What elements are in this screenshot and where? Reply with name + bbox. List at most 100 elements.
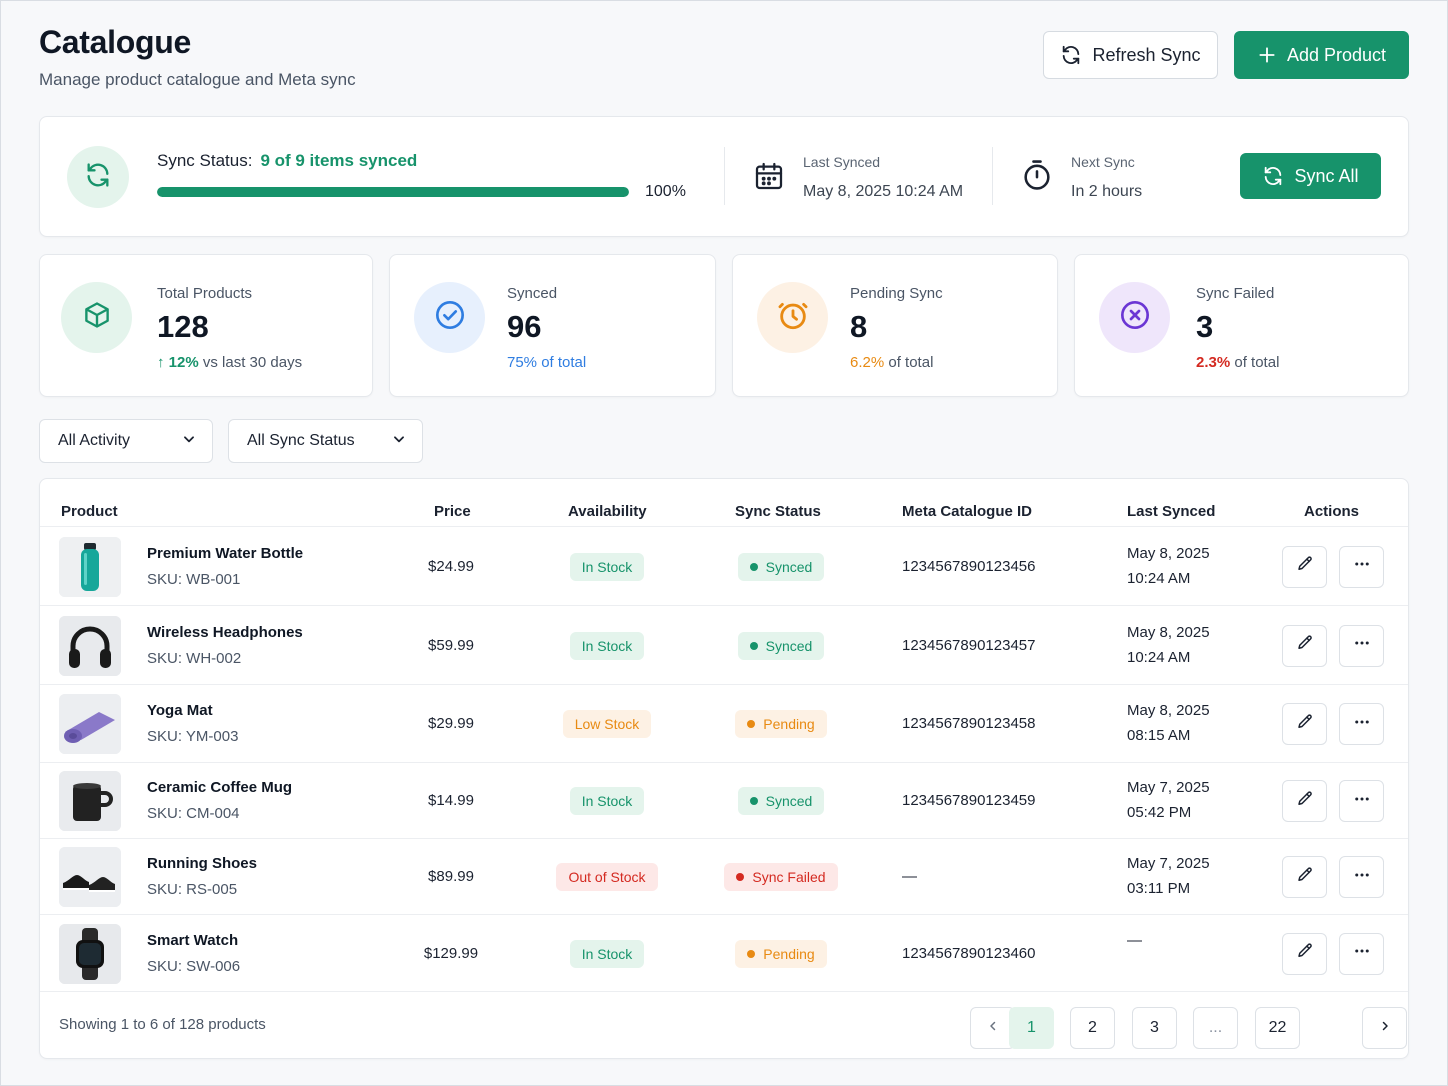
sync-icon (1262, 165, 1284, 187)
more-options-button[interactable] (1339, 624, 1384, 667)
product-name[interactable]: Wireless Headphones (147, 623, 303, 641)
product-sku: SKU: YM-003 (147, 728, 239, 745)
refresh-sync-button[interactable]: Refresh Sync (1043, 31, 1218, 79)
product-name[interactable]: Ceramic Coffee Mug (147, 779, 293, 796)
column-header-availability[interactable]: Availability (568, 503, 647, 520)
divider (724, 147, 725, 205)
sync-status-badge: Sync Failed (706, 863, 856, 891)
edit-button[interactable] (1282, 545, 1327, 588)
edit-button[interactable] (1282, 780, 1327, 822)
cube-icon (82, 300, 112, 335)
pagination-page-22[interactable]: 22 (1255, 1007, 1300, 1049)
more-horizontal-icon (1353, 555, 1371, 578)
pagination-page-2[interactable]: 2 (1070, 1007, 1115, 1049)
sync-status-badge: Synced (706, 787, 856, 815)
stat-change: 75% (507, 354, 538, 371)
sync-status-label: Sync Status: (157, 151, 253, 170)
availability-badge-text: In Stock (569, 939, 645, 968)
stat-label: Total Products (157, 285, 253, 302)
stat-value: 128 (157, 309, 209, 344)
column-header-price[interactable]: Price (434, 503, 471, 520)
product-name[interactable]: Smart Watch (147, 931, 239, 949)
sync-progress-percent: 100% (645, 183, 686, 200)
stat-value: 96 (507, 309, 542, 344)
last-synced-date: — (1127, 931, 1142, 949)
stat-card-synced: Synced 96 75% of total (389, 254, 716, 397)
sync-status-card: Sync Status: 9 of 9 items synced 100% Las… (39, 116, 1409, 237)
last-synced-time: 08:15 AM (1127, 727, 1191, 744)
availability-badge: In Stock (532, 787, 682, 815)
edit-button[interactable] (1282, 932, 1327, 975)
more-options-button[interactable] (1339, 703, 1384, 745)
product-thumbnail (59, 615, 121, 676)
next-sync-label: Next Sync (1071, 154, 1135, 170)
next-sync-value: In 2 hours (1071, 183, 1143, 200)
stat-icon-circle (61, 282, 132, 353)
product-thumbnail (59, 694, 121, 754)
column-header-meta-catalogue-id[interactable]: Meta Catalogue ID (902, 503, 1033, 520)
more-options-button[interactable] (1339, 856, 1384, 898)
edit-button[interactable] (1282, 624, 1327, 667)
product-thumbnail (59, 923, 121, 984)
last-synced-time: 03:11 PM (1127, 880, 1191, 897)
edit-button[interactable] (1282, 856, 1327, 898)
availability-badge: In Stock (532, 939, 682, 968)
availability-badge-text: Low Stock (562, 710, 652, 738)
meta-catalogue-id: 1234567890123460 (902, 944, 1036, 962)
pagination-page-3[interactable]: 3 (1132, 1007, 1177, 1049)
product-name[interactable]: Premium Water Bottle (147, 544, 304, 562)
stat-subtext: ↑ 12% vs last 30 days (157, 354, 302, 371)
product-name[interactable]: Running Shoes (147, 855, 257, 872)
sync-status-text: Synced (765, 637, 813, 654)
more-horizontal-icon (1353, 713, 1371, 736)
table-row[interactable]: Premium Water Bottle SKU: WB-001 In Stock S… (40, 526, 1408, 605)
pagination-page-1[interactable]: 1 (1009, 1007, 1054, 1049)
table-row[interactable]: Smart Watch SKU: SW-006 In Stock Pending 123… (40, 914, 1408, 991)
product-thumbnail (59, 771, 121, 831)
availability-badge: Out of Stock (532, 863, 682, 891)
table-row[interactable]: Running Shoes SKU: RS-005 Out of Stock Sync… (40, 838, 1408, 914)
stat-icon-circle (1099, 282, 1170, 353)
column-header-last-synced[interactable]: Last Synced (1127, 503, 1216, 520)
table-row[interactable]: Wireless Headphones SKU: WH-002 In Stock Sy… (40, 605, 1408, 684)
stat-subtext-label: of total (537, 354, 587, 371)
column-header-product[interactable]: Product (61, 503, 118, 520)
last-synced-date: May 8, 2025 (1127, 544, 1210, 562)
stat-value: 8 (850, 309, 868, 344)
availability-badge-text: In Stock (569, 552, 645, 581)
last-synced-time: 05:42 PM (1127, 804, 1192, 821)
availability-badge: In Stock (532, 552, 682, 581)
sync-status-text: Synced (765, 558, 813, 575)
activity-filter-dropdown[interactable]: All Activity (39, 419, 213, 463)
meta-catalogue-id: 1234567890123456 (902, 557, 1036, 575)
sync-status-text: Pending (763, 945, 815, 962)
table-row[interactable]: Yoga Mat SKU: YM-003 Low Stock Pending 12345… (40, 684, 1408, 762)
add-product-button[interactable]: Add Product (1234, 31, 1409, 79)
stat-card-sync-failed: Sync Failed 3 2.3% of total (1074, 254, 1409, 397)
stat-change: 12% (168, 354, 199, 371)
stat-card-pending-sync: Pending Sync 8 6.2% of total (732, 254, 1058, 397)
sync-status-text: Sync Failed (752, 869, 826, 885)
more-options-button[interactable] (1339, 780, 1384, 822)
sync-status-filter-dropdown[interactable]: All Sync Status (228, 419, 423, 463)
last-synced-label: Last Synced (803, 154, 881, 170)
stat-subtext-label: of total (884, 354, 934, 371)
stat-change: 6.2% (850, 354, 885, 371)
product-thumbnail (59, 847, 121, 907)
meta-catalogue-id: 1234567890123459 (902, 792, 1036, 809)
edit-button[interactable] (1282, 703, 1327, 745)
price: $59.99 (428, 636, 474, 654)
pagination-next-button[interactable] (1362, 1007, 1407, 1049)
stat-subtext-label: of total (1230, 354, 1280, 371)
sync-all-button[interactable]: Sync All (1240, 153, 1381, 199)
sync-status-icon-circle (67, 146, 129, 208)
column-header-sync-status[interactable]: Sync Status (735, 503, 821, 520)
more-options-button[interactable] (1339, 932, 1384, 975)
product-name[interactable]: Yoga Mat (147, 702, 213, 719)
meta-catalogue-id: 1234567890123458 (902, 715, 1036, 732)
more-horizontal-icon (1353, 866, 1371, 889)
table-row[interactable]: Ceramic Coffee Mug SKU: CM-004 In Stock Syn… (40, 762, 1408, 838)
last-synced-date: May 8, 2025 (1127, 623, 1210, 641)
more-options-button[interactable] (1339, 545, 1384, 588)
stat-label: Sync Failed (1196, 285, 1275, 302)
